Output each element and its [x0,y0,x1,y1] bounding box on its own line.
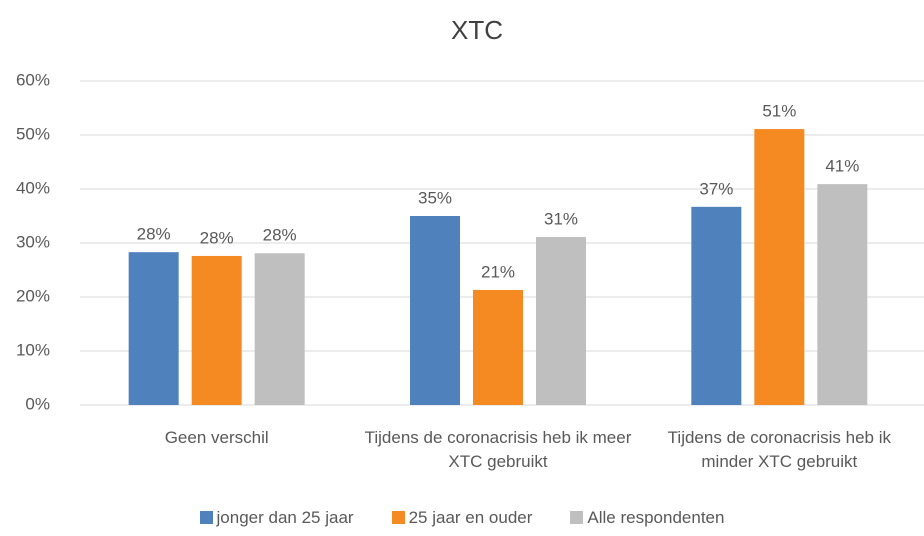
data-label: 31% [544,210,578,229]
y-tick-label: 60% [16,70,50,89]
x-tick-label: Tijdens de coronacrisis heb ik minder XT… [667,428,891,471]
legend-item: 25 jaar en ouder [391,508,533,528]
bar [191,255,242,405]
data-label: 51% [762,102,796,121]
y-tick-label: 50% [16,124,50,143]
bar [817,184,868,405]
data-label: 35% [418,188,452,207]
chart-title: XTC [451,15,503,45]
bar [410,216,460,405]
legend-item: jonger dan 25 jaar [199,508,354,528]
x-tick-label: Geen verschil [164,428,269,447]
legend-label: Alle respondenten [587,508,725,527]
legend-swatch [199,511,213,524]
legend-swatch [570,511,584,524]
bar [691,206,742,405]
bar [128,252,179,405]
y-tick-label: 20% [16,286,50,305]
y-tick-label: 40% [16,178,50,197]
data-label: 28% [200,228,234,247]
data-label: 28% [137,225,171,244]
legend-label: jonger dan 25 jaar [216,508,354,527]
x-tick-label: Tijdens de coronacrisis heb ik meer XTC … [364,428,632,471]
data-label: 41% [825,157,859,176]
legend: jonger dan 25 jaar 25 jaar en ouder Alle r… [0,508,924,528]
bar [473,289,523,405]
legend-item: Alle respondenten [570,508,724,528]
bar [754,129,805,405]
y-tick-label: 30% [16,232,50,251]
legend-label: 25 jaar en ouder [408,508,533,527]
data-label: 28% [263,226,297,245]
legend-swatch [391,511,405,524]
y-tick-label: 0% [25,394,50,413]
data-label: 37% [699,179,733,198]
bar [536,237,586,405]
data-label: 21% [481,262,515,281]
bar [254,253,305,405]
y-tick-label: 10% [16,340,50,359]
